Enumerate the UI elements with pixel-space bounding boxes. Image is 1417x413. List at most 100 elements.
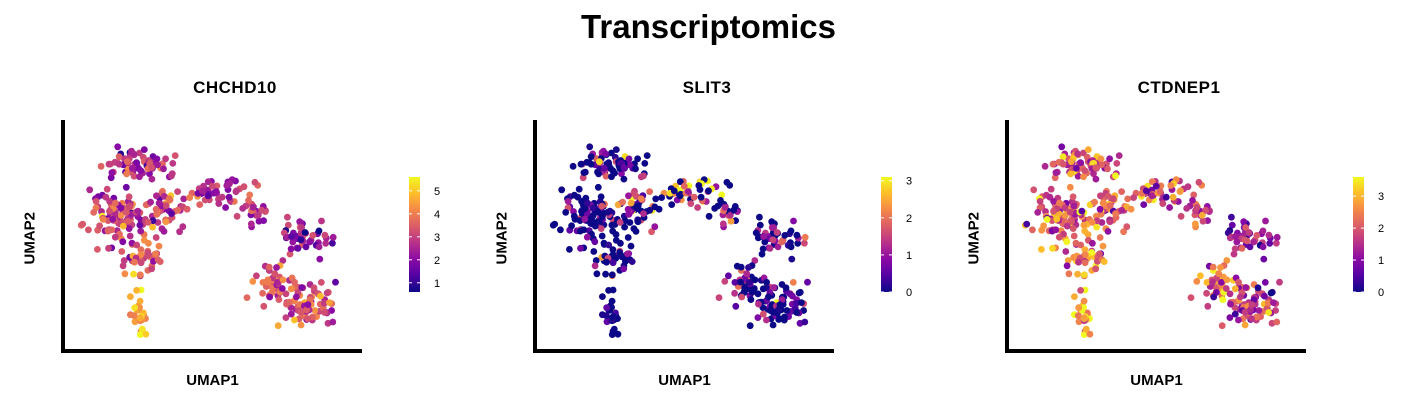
data-point (204, 192, 212, 200)
data-point (1041, 162, 1049, 170)
data-point (1091, 198, 1098, 206)
data-point (705, 187, 712, 195)
data-point (111, 233, 119, 241)
data-point (293, 293, 300, 301)
data-point (274, 322, 282, 330)
data-point (603, 318, 611, 326)
data-point (1254, 284, 1262, 292)
data-point (776, 315, 783, 323)
data-point (215, 200, 223, 208)
data-point (690, 193, 698, 201)
data-point (284, 221, 292, 229)
data-point (687, 200, 695, 208)
data-point (246, 191, 254, 199)
data-point (1050, 198, 1057, 205)
data-point (1242, 224, 1249, 231)
data-point (131, 258, 138, 266)
data-point (608, 221, 616, 229)
data-point (120, 257, 128, 264)
colorbar-tick-label: 3 (1378, 191, 1384, 203)
data-point (1156, 188, 1164, 195)
data-point (168, 172, 175, 180)
data-point (1261, 279, 1269, 286)
colorbar (881, 177, 892, 292)
data-point (1177, 187, 1184, 195)
data-point (624, 250, 631, 258)
data-point (154, 161, 162, 169)
data-point (94, 246, 101, 253)
data-point (136, 331, 144, 338)
data-point (162, 155, 170, 163)
data-point (1081, 259, 1089, 267)
data-point (625, 155, 633, 163)
data-point (1267, 289, 1275, 297)
data-point (1210, 293, 1218, 301)
data-point (1265, 231, 1273, 239)
data-point (579, 174, 587, 182)
data-point (751, 276, 759, 284)
data-point (705, 212, 713, 220)
data-point (1162, 193, 1170, 201)
data-point (769, 308, 777, 316)
data-point (1081, 227, 1089, 235)
colorbar-tick-label: 3 (906, 176, 912, 188)
data-point (1065, 270, 1073, 278)
data-point (580, 169, 588, 176)
data-point (1177, 212, 1185, 220)
data-point (321, 309, 328, 316)
data-point (620, 265, 628, 273)
data-point (676, 178, 684, 186)
data-point (282, 290, 290, 298)
data-point (196, 201, 204, 209)
figure-title: Transcriptomics (581, 8, 836, 45)
data-point (259, 289, 266, 297)
data-point (85, 226, 92, 234)
data-point (249, 278, 257, 285)
data-point (1061, 204, 1069, 212)
data-point (1074, 172, 1082, 180)
colorbar-tick-label: 3 (434, 232, 440, 244)
data-point (174, 206, 182, 214)
data-point (1097, 192, 1104, 200)
data-point (769, 321, 777, 329)
data-point (282, 314, 290, 321)
y-axis-label: UMAP2 (965, 211, 983, 265)
data-point (1142, 187, 1150, 195)
data-point (1231, 310, 1239, 318)
data-point (1092, 265, 1100, 273)
data-point (126, 202, 134, 210)
data-point (781, 232, 789, 239)
data-point (258, 206, 266, 214)
data-point (298, 224, 305, 231)
data-point (1075, 258, 1082, 266)
data-point (198, 187, 206, 195)
data-point (133, 159, 141, 167)
data-point (608, 314, 616, 322)
data-point (1193, 203, 1201, 211)
data-point (610, 325, 618, 333)
data-point (577, 160, 585, 168)
data-point (804, 278, 811, 286)
data-point (304, 301, 312, 308)
data-point (640, 210, 647, 218)
data-point (1124, 195, 1132, 203)
data-point (1084, 146, 1092, 153)
data-point (1092, 175, 1100, 183)
data-point (1235, 316, 1242, 324)
data-point (605, 241, 613, 249)
x-axis-label: UMAP1 (658, 372, 711, 389)
data-point (1049, 244, 1056, 252)
data-point (751, 257, 759, 264)
data-point (148, 164, 156, 171)
colorbar-tick-label: 1 (434, 278, 440, 290)
data-point (162, 218, 170, 226)
data-point (1228, 221, 1236, 229)
data-point (605, 287, 612, 294)
data-point (1167, 182, 1175, 189)
data-point (1096, 205, 1104, 213)
data-point (218, 193, 226, 201)
data-point (616, 249, 624, 256)
data-point (793, 309, 800, 316)
data-point (730, 206, 738, 214)
data-point (265, 278, 272, 286)
